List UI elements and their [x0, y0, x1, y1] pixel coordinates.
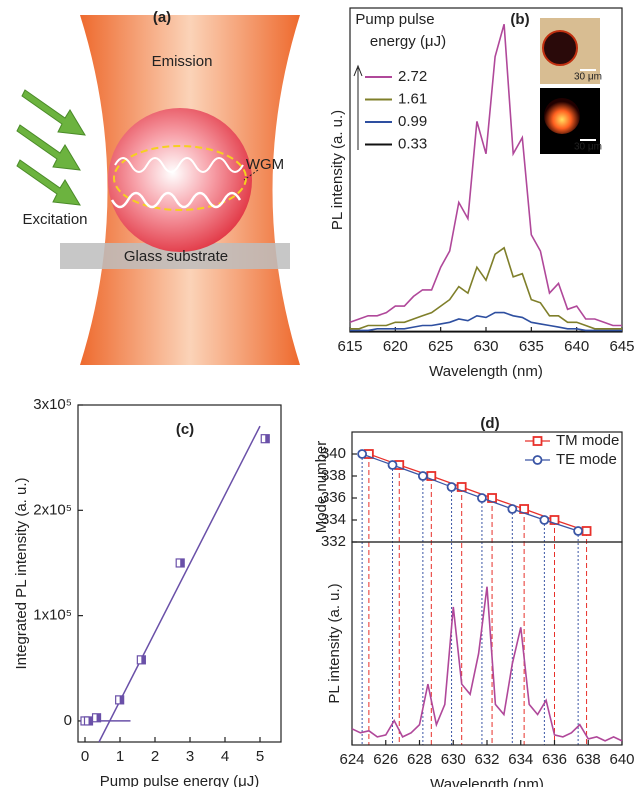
legend-title: Pump pulse [355, 11, 434, 28]
data-point [507, 504, 518, 514]
legend-label: TE mode [556, 451, 617, 468]
x-tick-label: 635 [519, 338, 544, 355]
x-axis-label: Wavelength (nm) [430, 776, 544, 787]
data-point [417, 471, 428, 481]
mode-line [361, 453, 579, 532]
excitation-arrows [16, 89, 86, 206]
x-tick-label: 626 [373, 751, 398, 768]
data-point [477, 493, 487, 503]
x-tick-label: 636 [542, 751, 567, 768]
legend-label: TM mode [556, 432, 619, 449]
data-point [581, 526, 592, 536]
legend-label: 0.99 [398, 113, 427, 130]
y-tick-label: 2x10⁵ [33, 501, 72, 518]
x-tick-label: 638 [576, 751, 601, 768]
spectrum-line [351, 586, 623, 742]
marker-fill [88, 716, 93, 725]
spectrum-line [350, 246, 622, 330]
y-tick-label: 336 [321, 489, 346, 506]
data-point [446, 482, 457, 492]
plot-frame [77, 404, 282, 743]
x-tick-label: 628 [407, 751, 432, 768]
emission-label: Emission [152, 53, 213, 70]
y-tick-label: 338 [321, 467, 346, 484]
wgm-label: WGM [246, 156, 284, 173]
marker-fill [265, 434, 270, 443]
x-tick-label: 4 [221, 748, 229, 765]
data-point [549, 515, 560, 525]
data-point [357, 449, 368, 459]
x-tick-label: 630 [441, 751, 466, 768]
y-tick-label: 0 [64, 712, 72, 729]
mode-path [113, 145, 247, 211]
legend-arrow [353, 64, 363, 150]
legend-label: 1.61 [398, 90, 427, 107]
x-tick-label: 5 [256, 748, 264, 765]
panel-label: (a) [153, 9, 171, 26]
fit-line [98, 425, 261, 743]
substrate-label: Glass substrate [124, 248, 228, 265]
y-axis-label: Integrated PL intensity (a. u.) [13, 477, 30, 669]
wave [114, 157, 244, 173]
data-point [539, 515, 550, 525]
inset-sphere [542, 30, 578, 66]
inset-sphere [544, 98, 580, 134]
marker-fill [119, 695, 124, 704]
y-axis-label: Mode number [313, 441, 330, 534]
legend-title: energy (μJ) [370, 33, 446, 50]
y-tick-label: 3x10⁵ [33, 396, 72, 413]
panel-a: (a) Emission WGM Excitation Glass substr… [16, 9, 300, 365]
x-tick-label: 0 [81, 748, 89, 765]
x-tick-label: 624 [339, 751, 364, 768]
x-tick-label: 3 [186, 748, 194, 765]
panel-label: (b) [510, 11, 529, 28]
excitation-label: Excitation [22, 211, 87, 228]
x-tick-label: 630 [473, 338, 498, 355]
x-tick-label: 620 [383, 338, 408, 355]
wgm-pointer [243, 169, 259, 181]
inset-label: 30 μm [574, 72, 602, 83]
x-tick-label: 2 [151, 748, 159, 765]
y-tick-label: 334 [321, 511, 346, 528]
legend-label: 2.72 [398, 68, 427, 85]
spectrum-line [350, 311, 622, 332]
y-axis-label: PL intensity (a. u.) [329, 110, 346, 230]
marker-fill [141, 655, 146, 664]
y-tick-label: 332 [321, 533, 346, 550]
x-tick-label: 1 [116, 748, 124, 765]
x-tick-label: 640 [609, 751, 634, 768]
spectrum-line [349, 23, 622, 327]
inset-label: 30 μm [574, 142, 602, 153]
legend-label: 0.33 [398, 135, 427, 152]
x-tick-label: 632 [474, 751, 499, 768]
y-tick-label: 340 [321, 445, 346, 462]
x-tick-label: 645 [609, 338, 634, 355]
legend-marker [532, 455, 543, 465]
x-axis-label: Pump pulse energy (μJ) [100, 773, 260, 787]
panel-label: (d) [480, 415, 499, 432]
microsphere [108, 108, 252, 252]
legend-marker [532, 436, 543, 446]
data-point [387, 460, 398, 470]
marker-fill [96, 713, 101, 722]
x-tick-label: 640 [564, 338, 589, 355]
mode-line [368, 453, 587, 532]
x-tick-label: 625 [428, 338, 453, 355]
panel-label: (c) [176, 421, 194, 438]
data-point [573, 526, 584, 536]
marker-fill [180, 558, 185, 567]
y-axis-label: PL intensity (a. u.) [326, 583, 343, 703]
x-tick-label: 634 [508, 751, 533, 768]
wave [110, 191, 242, 209]
x-tick-label: 615 [337, 338, 362, 355]
y-tick-label: 1x10⁵ [33, 607, 72, 624]
x-axis-label: Wavelength (nm) [429, 363, 543, 380]
